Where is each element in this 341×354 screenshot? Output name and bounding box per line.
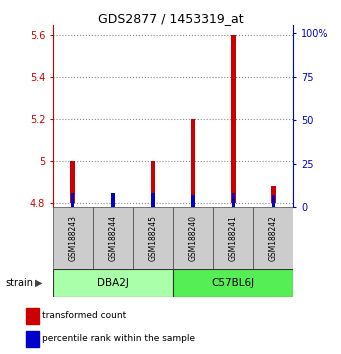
- Bar: [191, 119, 195, 203]
- Bar: [93, 207, 133, 269]
- Bar: [253, 207, 293, 269]
- Bar: [53, 269, 173, 297]
- Text: percentile rank within the sample: percentile rank within the sample: [42, 335, 195, 343]
- Bar: [133, 207, 173, 269]
- Text: C57BL6J: C57BL6J: [212, 278, 255, 288]
- Bar: [26, 331, 39, 347]
- Text: GSM188245: GSM188245: [149, 215, 158, 261]
- Bar: [192, 195, 195, 207]
- Bar: [231, 35, 236, 203]
- Text: GSM188242: GSM188242: [269, 215, 278, 261]
- Bar: [272, 195, 275, 207]
- Bar: [232, 193, 235, 207]
- Text: GSM188241: GSM188241: [229, 215, 238, 261]
- Text: GSM188240: GSM188240: [189, 215, 197, 261]
- Bar: [110, 199, 115, 203]
- Text: GSM188243: GSM188243: [69, 215, 77, 261]
- Text: strain: strain: [5, 278, 33, 288]
- Bar: [71, 193, 74, 207]
- Bar: [53, 207, 93, 269]
- Bar: [173, 269, 293, 297]
- Text: ▶: ▶: [35, 278, 43, 288]
- Text: GDS2877 / 1453319_at: GDS2877 / 1453319_at: [98, 12, 243, 25]
- Text: transformed count: transformed count: [42, 312, 126, 320]
- Bar: [151, 193, 154, 207]
- Bar: [151, 161, 155, 203]
- Bar: [26, 308, 39, 324]
- Bar: [173, 207, 213, 269]
- Text: DBA2J: DBA2J: [97, 278, 129, 288]
- Bar: [71, 161, 75, 203]
- Bar: [112, 193, 115, 207]
- Bar: [213, 207, 253, 269]
- Text: GSM188244: GSM188244: [108, 215, 117, 261]
- Bar: [271, 186, 276, 203]
